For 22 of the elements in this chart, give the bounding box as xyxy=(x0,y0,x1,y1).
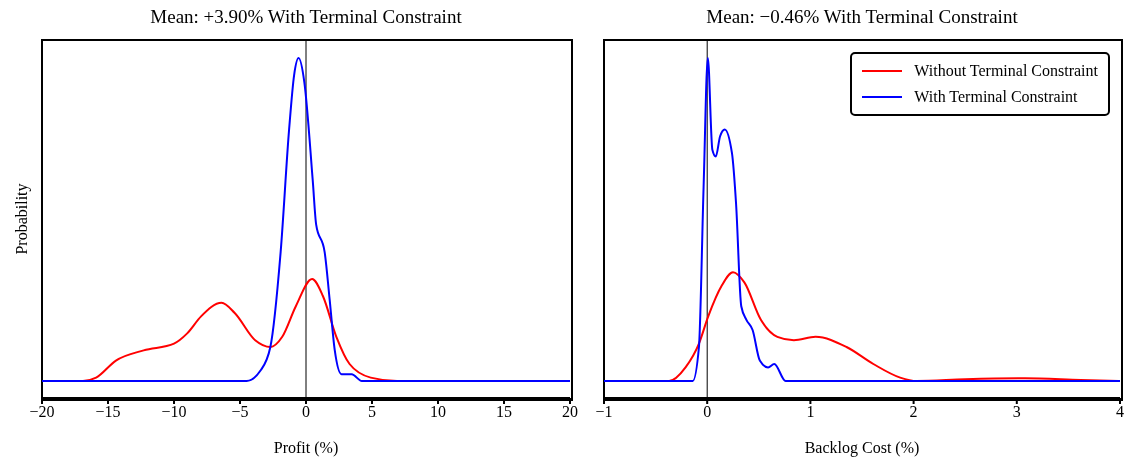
legend-label: Without Terminal Constraint xyxy=(914,62,1098,80)
x-tick-label: −1 xyxy=(595,403,613,421)
legend-label: With Terminal Constraint xyxy=(914,88,1078,106)
x-axis-title: Backlog Cost (%) xyxy=(804,439,920,457)
y-axis-title: Probability xyxy=(13,183,31,255)
x-axis-title: Profit (%) xyxy=(273,439,339,457)
x-tick-label: 10 xyxy=(430,403,446,421)
x-tick-label: 0 xyxy=(703,403,712,421)
x-tick-label: 15 xyxy=(496,403,512,421)
x-tick-label: −20 xyxy=(29,403,55,421)
x-tick-label: −15 xyxy=(95,403,121,421)
x-tick-label: 2 xyxy=(909,403,918,421)
x-tick-label: 0 xyxy=(302,403,310,421)
x-tick-label: −10 xyxy=(161,403,187,421)
x-tick-label: 4 xyxy=(1116,403,1124,421)
x-tick-label: 5 xyxy=(368,403,376,421)
x-tick-label: −5 xyxy=(231,403,249,421)
chart-title: Mean: +3.90% With Terminal Constraint xyxy=(149,6,463,28)
x-tick-label: 3 xyxy=(1012,403,1021,421)
x-tick-label: 20 xyxy=(562,403,578,421)
chart-title: Mean: −0.46% With Terminal Constraint xyxy=(705,6,1019,28)
x-tick-label: 1 xyxy=(806,403,815,421)
